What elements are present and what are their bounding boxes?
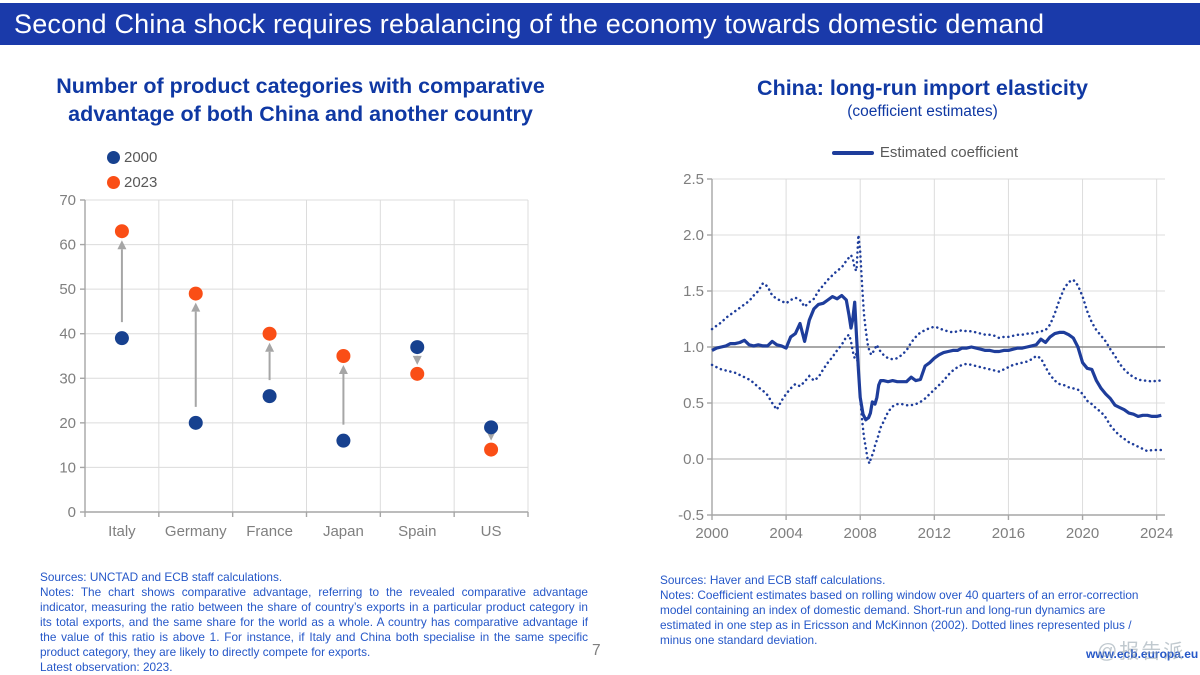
category-label: France (246, 523, 293, 540)
data-point-2023 (262, 326, 277, 341)
x-tick-label: 2020 (1066, 525, 1099, 542)
y-tick-label: 10 (59, 459, 76, 476)
legend-item-2000: 2000 (107, 149, 157, 166)
category-label: Spain (398, 523, 436, 540)
y-tick-label: 40 (59, 326, 76, 343)
right-notes: Sources: Haver and ECB staff calculation… (660, 573, 1157, 648)
line-chart: -0.5 0.0 0.5 1.0 1.5 2.0 2.5 2000 2004 2008 2012 20… (678, 171, 1173, 542)
left-notes: Sources: UNCTAD and ECB staff calculatio… (40, 570, 588, 675)
change-arrow-head (265, 342, 275, 352)
data-point-2023 (336, 349, 351, 363)
y-tick-label: 0.0 (683, 451, 704, 468)
data-point-2023 (114, 224, 129, 239)
estimated-coefficient-line (711, 293, 1162, 422)
y-tick-label: -0.5 (678, 507, 704, 524)
data-point-2000 (188, 415, 203, 430)
y-tick-label: 0 (68, 504, 76, 521)
line-chart-legend: Estimated coefficient (660, 144, 1190, 161)
change-arrow-head (117, 240, 127, 250)
legend-label-2023: 2023 (124, 174, 158, 191)
left-chart-title-line2: advantage of both China and another coun… (68, 102, 533, 126)
data-point-2000 (484, 420, 499, 435)
y-tick-label: 60 (59, 237, 76, 254)
x-tick-label: 2004 (769, 525, 802, 542)
right-chart-title: China: long-run import elasticity (757, 76, 1088, 100)
data-point-2000 (336, 433, 351, 448)
x-tick-label: 2016 (992, 525, 1025, 542)
y-tick-label: 70 (59, 192, 76, 209)
data-point-2000 (410, 340, 425, 355)
left-chart-title-line1: Number of product categories with compar… (56, 74, 545, 98)
x-tick-label: 2008 (844, 525, 877, 542)
right-notes-text: Notes: Coefficient estimates based on ro… (660, 588, 1139, 647)
category-label: Italy (108, 523, 136, 540)
y-tick-label: 30 (59, 370, 76, 387)
footer-url: www.ecb.europa.eu (1086, 647, 1199, 661)
category-label: Japan (323, 523, 364, 540)
std-dev-band-lower (710, 332, 1163, 468)
legend-label-estimated-coefficient: Estimated coefficient (879, 144, 1019, 161)
x-tick-label: 2012 (918, 525, 951, 542)
right-sources: Sources: Haver and ECB staff calculation… (660, 573, 886, 587)
legend-item-2023: 2023 (107, 174, 157, 191)
data-point-2023 (188, 286, 203, 301)
y-tick-label: 1.5 (683, 283, 704, 300)
y-tick-label: 20 (59, 415, 76, 432)
data-point-2023 (484, 442, 499, 457)
x-tick-label: 2000 (695, 525, 728, 542)
category-label: Germany (165, 523, 227, 540)
y-tick-label: 1.0 (683, 339, 704, 356)
legend-marker-2023 (107, 176, 120, 189)
y-tick-label: 50 (59, 281, 76, 298)
data-point-2000 (262, 389, 277, 404)
left-chart-title: Number of product categories with compar… (28, 72, 573, 128)
page-number: 7 (592, 642, 601, 659)
std-dev-band-upper (710, 234, 1163, 383)
y-tick-label: 2.0 (683, 227, 704, 244)
data-point-2000 (114, 331, 129, 346)
change-arrow-head (412, 355, 422, 365)
y-tick-label: 0.5 (683, 395, 704, 412)
left-sources: Sources: UNCTAD and ECB staff calculatio… (40, 570, 283, 584)
left-latest-observation: Latest observation: 2023. (40, 660, 173, 674)
left-notes-text: Notes: The chart shows comparative advan… (40, 585, 588, 659)
slide-title: Second China shock requires rebalancing … (14, 8, 1045, 39)
legend-marker-2000 (107, 151, 120, 164)
scatter-chart: 0 10 20 30 40 50 60 70 Italy Germany France Japan Sp… (59, 192, 529, 540)
legend-line-sample (831, 150, 874, 155)
legend-label-2000: 2000 (124, 149, 158, 166)
change-arrow-head (338, 365, 348, 374)
watermark: @报告派 (1097, 641, 1186, 663)
slide-title-bar: Second China shock requires rebalancing … (0, 3, 1200, 45)
data-point-2023 (410, 366, 425, 381)
category-label: US (481, 523, 502, 540)
change-arrow-head (191, 302, 201, 312)
right-chart-subtitle: (coefficient estimates) (847, 103, 998, 120)
x-tick-label: 2024 (1140, 525, 1173, 542)
y-tick-label: 2.5 (683, 171, 704, 188)
